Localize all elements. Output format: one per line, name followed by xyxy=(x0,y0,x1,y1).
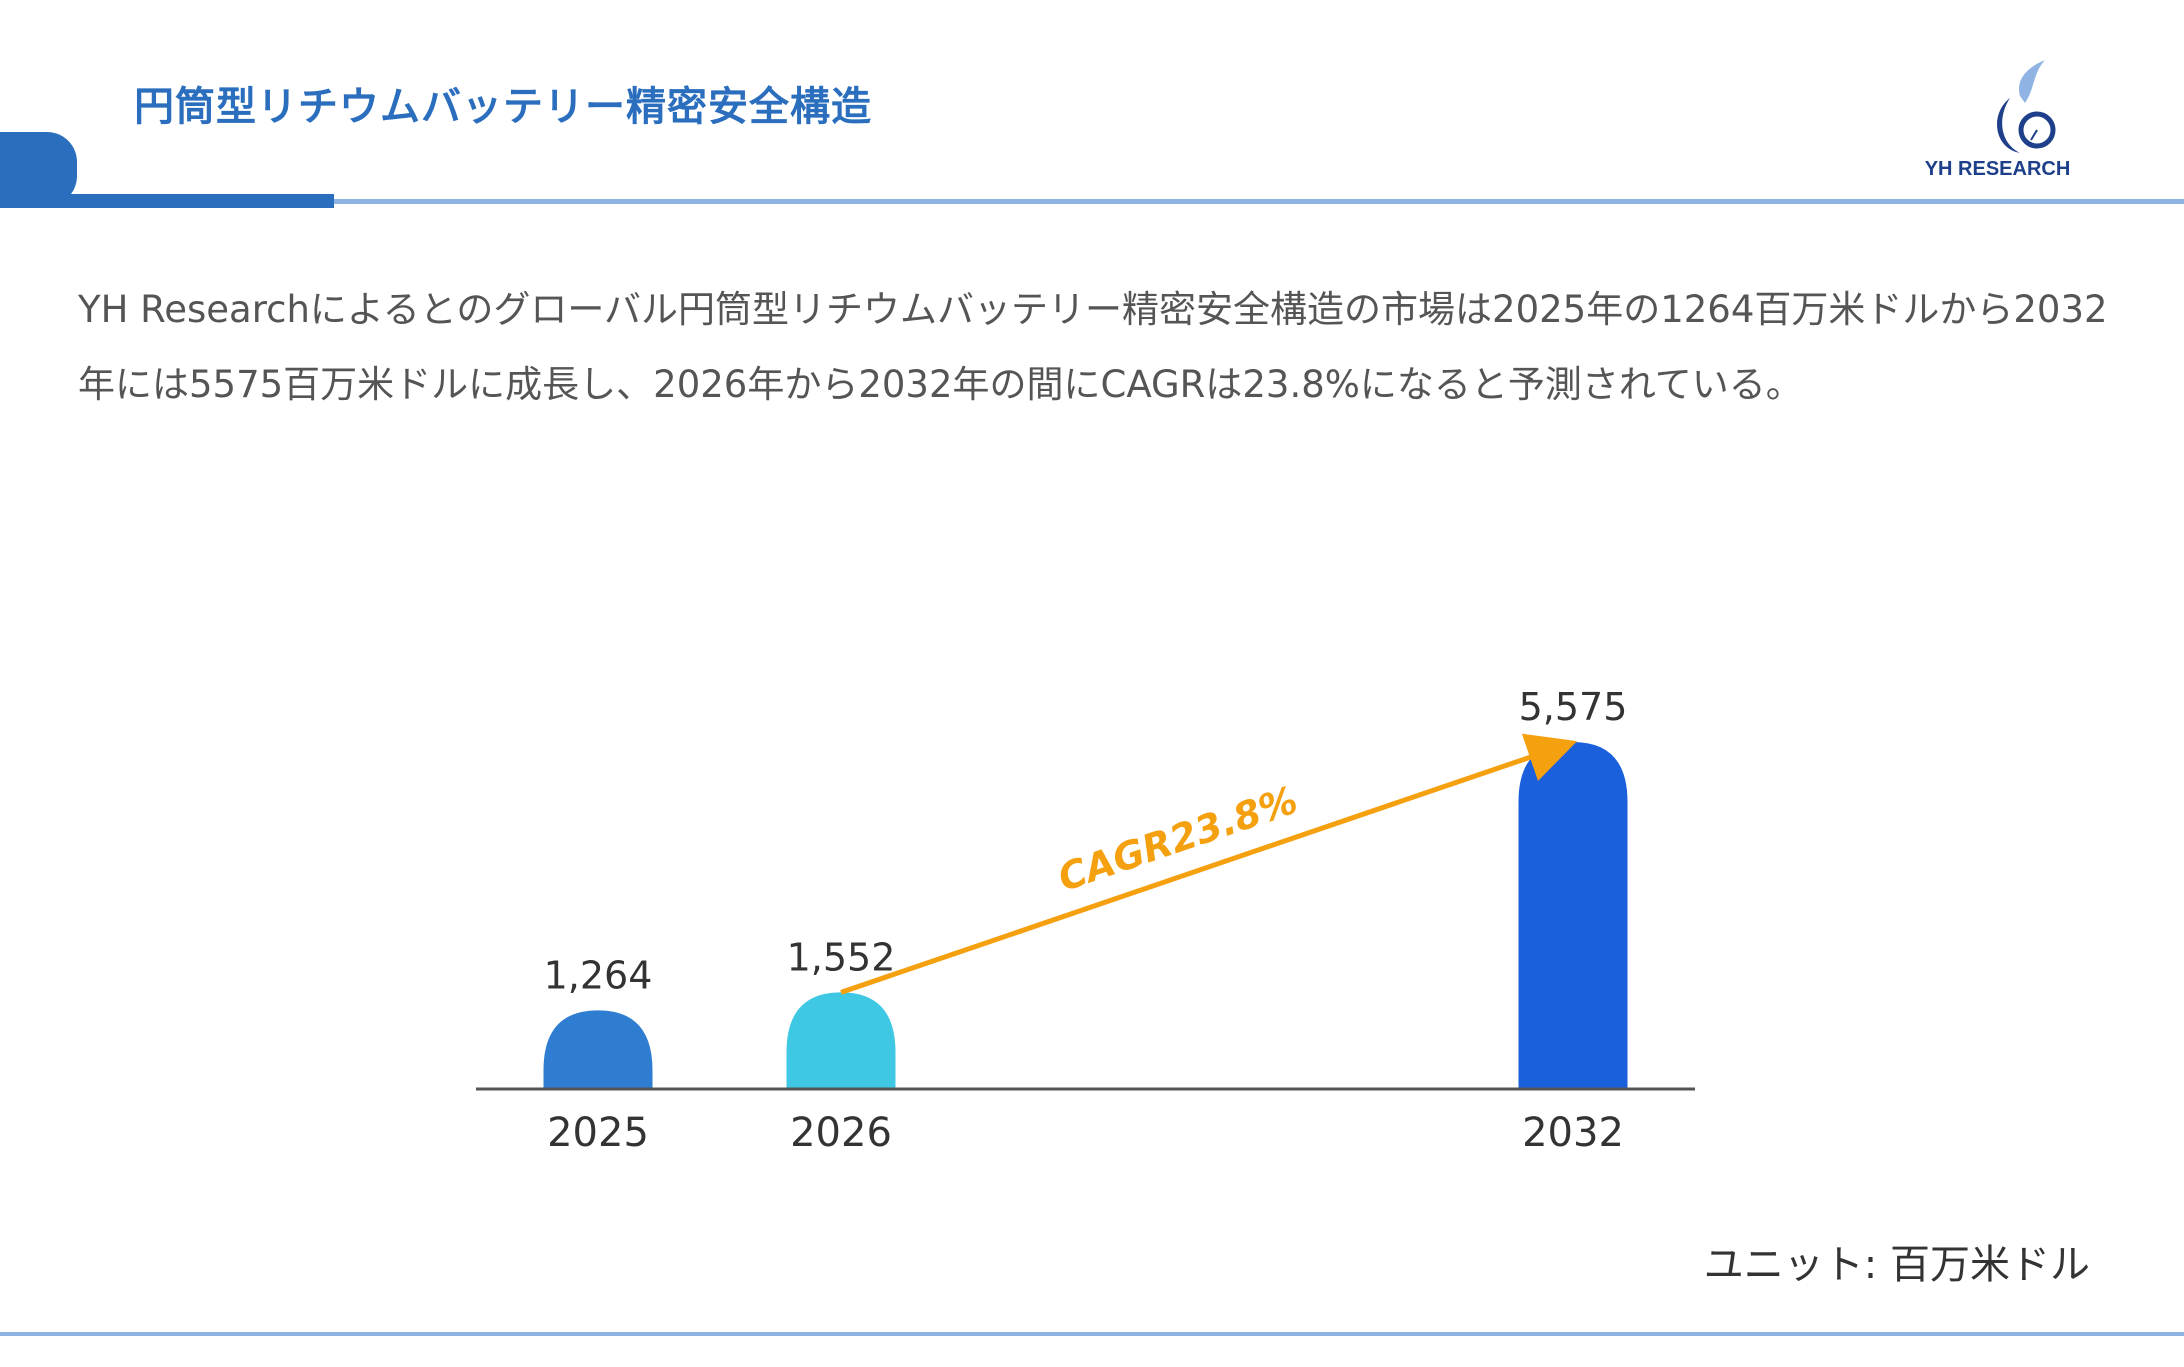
header-bar-decoration xyxy=(0,194,334,208)
bar-2026 xyxy=(786,992,896,1089)
header-tab-decoration xyxy=(0,132,77,206)
value-label: 1,552 xyxy=(787,935,896,979)
logo-text: YH RESEARCH xyxy=(1924,158,2071,180)
unit-label: ユニット: 百万米ドル xyxy=(1703,1242,2090,1288)
x-tick-label: 2026 xyxy=(790,1110,892,1156)
logo-mark-icon xyxy=(1997,60,2056,153)
bar-2025 xyxy=(543,1010,653,1089)
bar-2032 xyxy=(1518,742,1628,1089)
cagr-label: CAGR23.8% xyxy=(1053,778,1303,900)
yh-research-logo: YH RESEARCH xyxy=(1905,58,2090,188)
page-title: 円筒型リチウムバッテリー精密安全構造 xyxy=(134,84,872,130)
footer-divider xyxy=(0,1332,2184,1336)
x-tick-label: 2032 xyxy=(1522,1110,1624,1156)
cagr-arrow xyxy=(840,733,1578,995)
value-label: 5,575 xyxy=(1519,685,1628,729)
x-tick-label: 2025 xyxy=(547,1110,649,1156)
market-description: YH Researchによるとのグローバル円筒型リチウムバッテリー精密安全構造の… xyxy=(78,288,2108,406)
header-divider xyxy=(334,199,2184,204)
value-label: 1,264 xyxy=(544,953,653,997)
